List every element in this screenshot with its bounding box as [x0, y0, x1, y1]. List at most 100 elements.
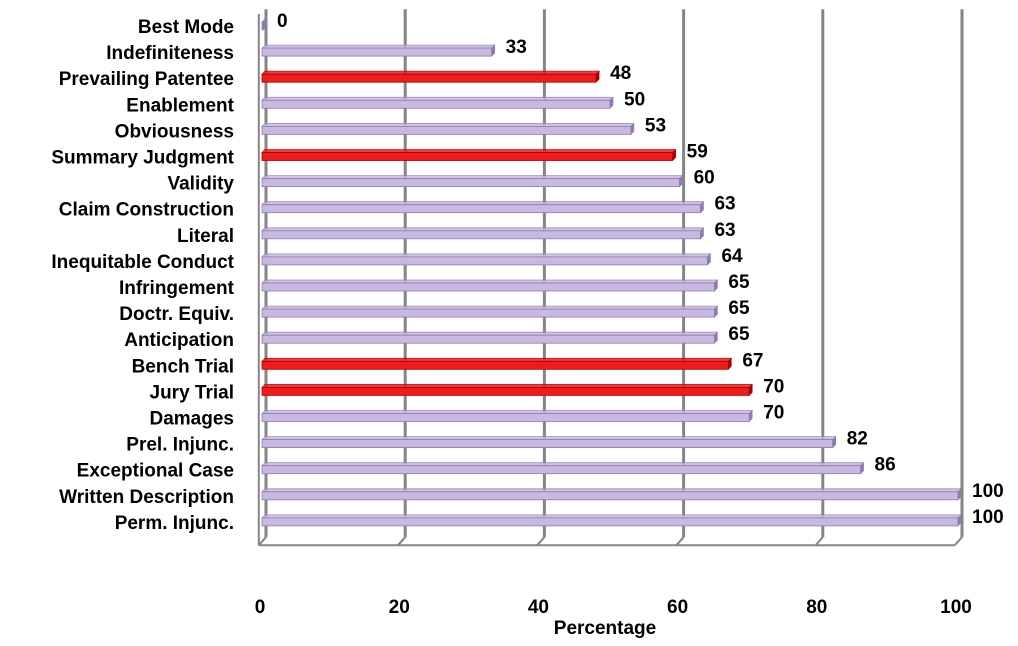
value-label: 48 [610, 63, 631, 84]
value-label: 82 [847, 429, 868, 450]
category-label: Infringement [119, 278, 235, 299]
bar-end-cap [728, 357, 732, 371]
category-label: Inequitable Conduct [51, 252, 234, 273]
category-label: Jury Trial [150, 382, 235, 403]
bar-top-face [261, 331, 719, 336]
category-label: Indefiniteness [106, 43, 234, 64]
value-label: 50 [624, 89, 645, 110]
value-label: 70 [763, 403, 784, 424]
floor-tick [954, 536, 963, 546]
category-label: Written Description [59, 487, 234, 508]
category-label: Doctr. Equiv. [119, 304, 234, 325]
bar-end-cap [707, 253, 711, 266]
category-label: Anticipation [124, 330, 234, 351]
bar [261, 465, 861, 475]
value-label: 33 [506, 37, 527, 58]
bar-end-cap [748, 409, 753, 423]
value-label: 64 [721, 246, 743, 267]
bar [261, 47, 493, 57]
bar-top-face [261, 123, 635, 127]
floor-tick [675, 536, 685, 546]
bar-end-cap [262, 18, 267, 31]
category-label: Prevailing Patentee [59, 69, 234, 90]
category-label: Exceptional Case [77, 461, 234, 482]
x-tick-label: 20 [389, 597, 410, 618]
x-tick-labels: 0 20 40 60 80 100 [255, 597, 972, 618]
bar-top-face [261, 462, 865, 467]
bar-top-face [261, 383, 754, 388]
bar [261, 413, 750, 422]
bars [261, 18, 962, 527]
bar-end-cap [609, 96, 614, 110]
bar-end-cap [714, 279, 718, 292]
bar-top-face [261, 149, 677, 153]
value-label: 67 [742, 350, 763, 371]
category-label: Enablement [126, 95, 234, 116]
bar-top-face [261, 44, 496, 49]
bar-end-cap [748, 383, 753, 397]
bar-top-face [261, 488, 962, 493]
bar-top-face [261, 279, 719, 284]
category-label: Damages [150, 409, 235, 430]
bar-highlighted [261, 386, 750, 396]
value-label: 65 [728, 324, 750, 345]
floor-tick [397, 536, 406, 546]
bar-top-face [261, 436, 837, 441]
category-label: Prel. Injunc. [126, 435, 234, 456]
bar-end-cap [595, 70, 600, 83]
category-label: Literal [177, 226, 234, 247]
bar [261, 126, 632, 135]
value-label: 100 [972, 507, 1004, 528]
value-label: 70 [763, 376, 784, 397]
bar [261, 517, 959, 527]
category-label: Obviousness [115, 121, 234, 142]
category-label: Perm. Injunc. [115, 513, 234, 534]
bar-top-face [261, 70, 601, 75]
category-label: Best Mode [138, 17, 234, 38]
bar-top-face [261, 227, 705, 232]
bar-end-cap [957, 488, 962, 501]
bar [261, 491, 959, 501]
bar [261, 256, 708, 266]
category-label: Validity [167, 174, 234, 195]
floor-tick [536, 536, 546, 546]
x-tick-label: 60 [667, 597, 688, 618]
category-label: Claim Construction [59, 200, 234, 221]
bar-top-face [261, 514, 962, 519]
value-label: 53 [645, 115, 666, 136]
bar [261, 178, 681, 188]
category-label: Summary Judgment [51, 148, 234, 169]
bar-end-cap [957, 514, 962, 527]
bar-end-cap [832, 435, 837, 449]
bar-highlighted [261, 73, 597, 83]
bar [261, 334, 715, 344]
bar-end-cap [679, 174, 683, 188]
x-tick-label: 80 [806, 597, 827, 618]
bar-top-face [261, 96, 614, 101]
bar-highlighted [261, 152, 674, 161]
bar-top-face [261, 357, 733, 362]
value-label: 65 [728, 272, 750, 293]
bar-end-cap [714, 305, 718, 318]
bar-end-cap [700, 200, 704, 214]
x-tick-label: 0 [255, 597, 266, 618]
bar-top-face [261, 305, 719, 310]
bar-end-cap [714, 331, 718, 344]
value-label: 0 [277, 11, 288, 32]
bar-end-cap [672, 148, 676, 162]
bar [261, 439, 834, 449]
bar-end-cap [860, 461, 864, 475]
category-label: Bench Trial [132, 356, 234, 377]
value-label: 59 [687, 142, 708, 163]
bar-end-cap [700, 227, 704, 240]
value-label: 63 [714, 220, 735, 241]
floor-tick [814, 536, 824, 546]
value-label: 63 [714, 194, 735, 215]
x-axis-title: Percentage [554, 618, 656, 639]
bar-end-cap [491, 44, 495, 57]
bar [261, 99, 611, 109]
bar [261, 230, 701, 240]
bar-highlighted [261, 360, 729, 370]
bar-end-cap [630, 122, 635, 136]
